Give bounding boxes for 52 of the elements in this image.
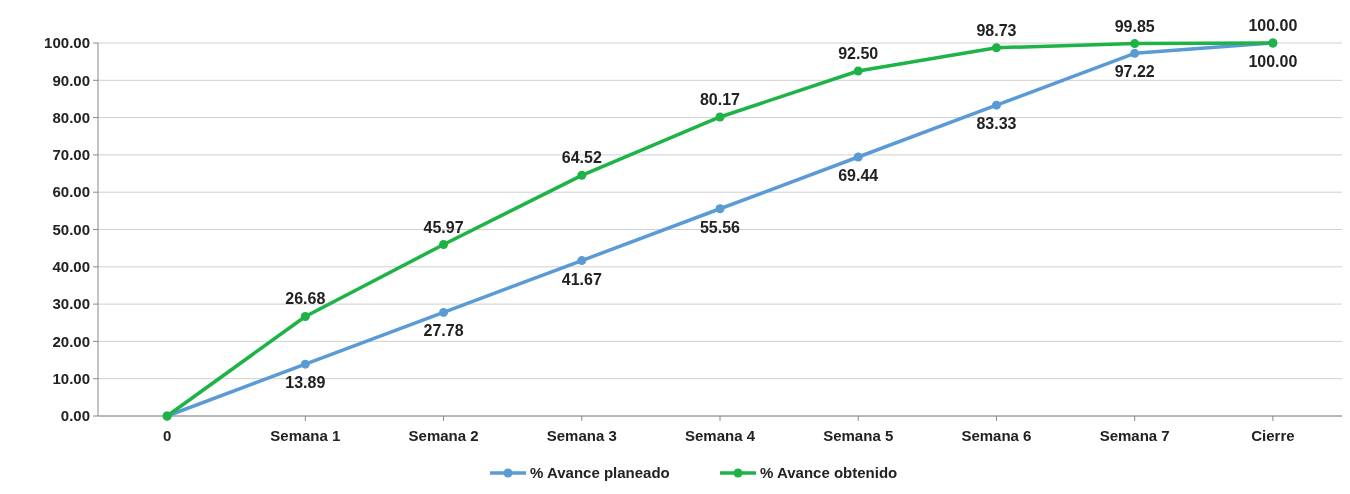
x-tick-label: Cierre	[1251, 427, 1295, 444]
data-label: 99.85	[1114, 17, 1155, 35]
point	[715, 112, 725, 122]
x-tick-label: Semana 5	[823, 427, 894, 444]
data-label: 69.44	[838, 166, 879, 184]
data-label: 26.68	[285, 290, 326, 308]
data-label: 97.22	[1114, 63, 1155, 81]
point	[1130, 48, 1140, 58]
point	[991, 43, 1001, 53]
x-tick-label: Semana 2	[408, 427, 479, 444]
y-tick-label: 40.00	[52, 258, 90, 276]
x-tick-label: Semana 1	[270, 427, 341, 444]
y-tick-label: 30.00	[52, 295, 90, 313]
y-tick-label: 0.00	[60, 407, 90, 425]
point	[853, 152, 863, 162]
point	[715, 204, 725, 214]
data-label: 45.97	[423, 218, 464, 236]
point	[439, 307, 449, 317]
x-tick-label: 0	[162, 427, 172, 444]
y-tick-label: 100.00	[44, 34, 90, 52]
x-tick-label: Semana 6	[961, 427, 1032, 444]
data-label: 83.33	[976, 115, 1017, 133]
data-label: 13.89	[285, 374, 326, 392]
point	[577, 170, 587, 180]
y-tick-label: 10.00	[52, 369, 90, 387]
data-label: 64.52	[561, 149, 602, 167]
point	[577, 256, 587, 266]
legend-label: % Avance planeado	[530, 464, 670, 482]
point	[991, 100, 1001, 110]
x-tick-label: Semana 4	[684, 427, 756, 444]
point	[300, 359, 310, 369]
point	[1130, 39, 1140, 49]
point	[300, 311, 310, 321]
y-tick-label: 50.00	[52, 220, 90, 238]
data-label: 100.00	[1248, 17, 1298, 34]
data-label: 55.56	[699, 218, 741, 236]
data-label: 27.78	[423, 322, 464, 340]
data-label: 98.73	[976, 21, 1017, 39]
legend-label: % Avance obtenido	[760, 464, 898, 482]
x-tick-label: Semana 7	[1099, 427, 1170, 444]
data-label: 92.50	[838, 44, 879, 62]
point	[853, 66, 863, 76]
y-tick-label: 70.00	[52, 146, 90, 164]
y-tick-label: 80.00	[52, 108, 90, 126]
y-tick-label: 20.00	[52, 332, 90, 350]
x-tick-label: Semana 3	[546, 427, 617, 444]
y-tick-label: 90.00	[52, 71, 90, 89]
point	[439, 240, 449, 250]
data-label: 41.67	[561, 270, 602, 288]
data-label: 80.17	[699, 90, 741, 108]
y-tick-label: 60.00	[52, 183, 90, 201]
data-label: 100.00	[1248, 53, 1298, 70]
